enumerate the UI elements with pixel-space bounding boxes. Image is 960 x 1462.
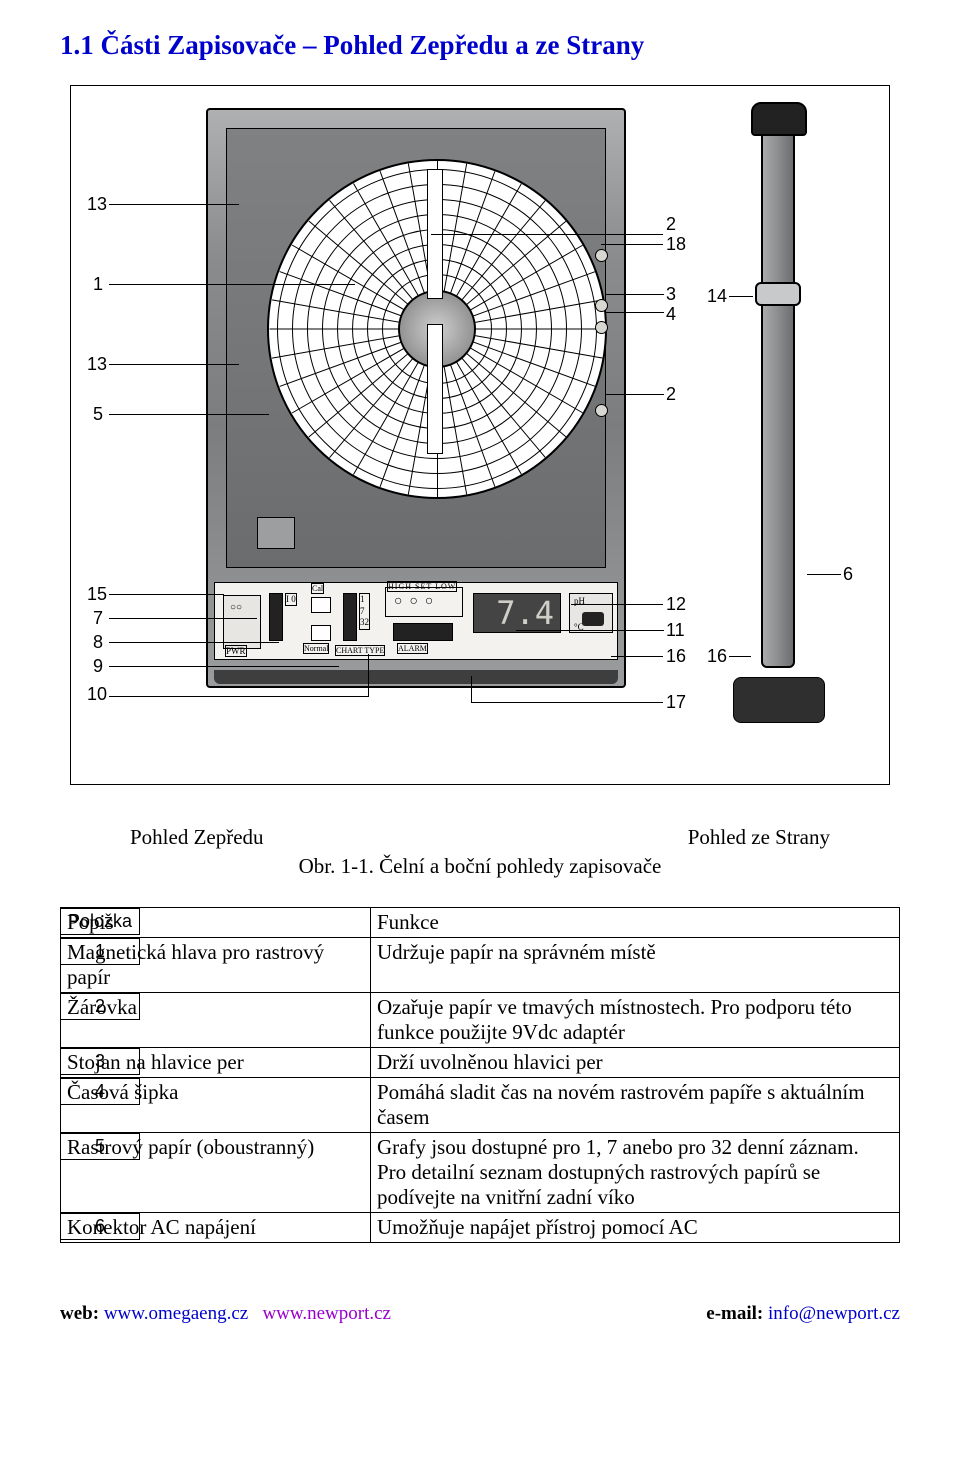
footer-mail: e-mail: info@newport.cz bbox=[706, 1303, 900, 1325]
cell-n: 2 bbox=[60, 993, 140, 1020]
callout-4: 4 bbox=[666, 304, 676, 325]
cell-func: Grafy jsou dostupné pro 1, 7 anebo pro 3… bbox=[371, 1133, 900, 1213]
side-body bbox=[761, 108, 795, 668]
device-side-view bbox=[751, 108, 807, 723]
side-top-cap bbox=[751, 102, 807, 136]
panel-cal-label: Cal bbox=[311, 583, 324, 594]
callout-18: 18 bbox=[666, 234, 686, 255]
table-row: 1 Magnetická hlava pro rastrový papír Ud… bbox=[60, 938, 900, 993]
face-plate bbox=[226, 128, 606, 568]
callout-6: 6 bbox=[843, 564, 853, 585]
callout-16b: 16 bbox=[707, 646, 727, 667]
col-header-func: Funkce bbox=[371, 908, 900, 938]
cell-func: Pomáhá sladit čas na novém rastrovém pap… bbox=[371, 1078, 900, 1133]
callout-12: 12 bbox=[666, 594, 686, 615]
front-square-button bbox=[257, 517, 295, 549]
table-header-row: Položka Popis Funkce bbox=[60, 908, 900, 938]
led-3 bbox=[595, 321, 608, 334]
panel-power-switch bbox=[269, 593, 283, 641]
panel-normal-btn bbox=[311, 625, 331, 641]
callout-13b: 13 bbox=[87, 354, 107, 375]
table-row: 4 Časová šipka Pomáhá sladit čas na nové… bbox=[60, 1078, 900, 1133]
led-2 bbox=[595, 299, 608, 312]
callout-15: 15 bbox=[87, 584, 107, 605]
panel-pwr-label: PWR bbox=[225, 645, 247, 657]
callout-8: 8 bbox=[93, 632, 103, 653]
led-1 bbox=[595, 249, 608, 262]
panel-ct-nums: 1732 bbox=[359, 593, 370, 630]
callout-14: 14 bbox=[707, 286, 727, 307]
callout-3: 3 bbox=[666, 284, 676, 305]
footer-link-omega[interactable]: www.omegaeng.cz bbox=[104, 1303, 248, 1324]
cell-n: 6 bbox=[60, 1213, 140, 1240]
page-footer: web: www.omegaeng.cz www.newport.cz e-ma… bbox=[60, 1303, 900, 1325]
footer-mail-link[interactable]: info@newport.cz bbox=[768, 1303, 900, 1324]
cell-n: 3 bbox=[60, 1048, 140, 1075]
figure-captions: Pohled Zepředu Pohled ze Strany Obr. 1-1… bbox=[60, 825, 900, 879]
table-row: 2 Žárovka Ozařuje papír ve tmavých místn… bbox=[60, 993, 900, 1048]
pen-holder-bottom bbox=[427, 324, 443, 454]
panel-normal-label: Normal bbox=[303, 643, 329, 654]
front-foot bbox=[214, 670, 618, 684]
table-row: 3 Stojan na hlavice per Drží uvolněnou h… bbox=[60, 1048, 900, 1078]
caption-side: Pohled ze Strany bbox=[688, 825, 830, 850]
page-heading: 1.1 Části Zapisovače – Pohled Zepředu a … bbox=[60, 30, 900, 61]
callout-2b: 2 bbox=[666, 384, 676, 405]
callout-7: 7 bbox=[93, 608, 103, 629]
caption-front: Pohled Zepředu bbox=[130, 825, 264, 850]
callout-17: 17 bbox=[666, 692, 686, 713]
footer-link-newport[interactable]: www.newport.cz bbox=[262, 1303, 391, 1324]
cell-func: Umožňuje napájet přístroj pomocí AC bbox=[371, 1213, 900, 1243]
cell-func: Ozařuje papír ve tmavých místnostech. Pr… bbox=[371, 993, 900, 1048]
side-knob bbox=[755, 282, 801, 306]
callout-5: 5 bbox=[93, 404, 103, 425]
panel-io-label: I 0 bbox=[285, 593, 297, 606]
caption-fig-number: Obr. 1-1. Čelní a boční pohledy zapisova… bbox=[60, 854, 900, 879]
led-4 bbox=[595, 404, 608, 417]
col-header-item: Položka bbox=[60, 908, 140, 935]
panel-alarm-label: ALARM bbox=[397, 643, 428, 654]
figure-frame: PWR I 0 Cal Normal 1732 CHART TYPE ○ ○ ○… bbox=[70, 85, 890, 785]
panel-charttype-label: CHART TYPE bbox=[335, 645, 385, 656]
callout-11: 11 bbox=[666, 620, 685, 641]
cell-n: 1 bbox=[60, 938, 140, 965]
panel-ph-box: pH°C bbox=[569, 593, 613, 633]
panel-cal-btn bbox=[311, 597, 331, 613]
callout-13a: 13 bbox=[87, 194, 107, 215]
cell-n: 4 bbox=[60, 1078, 140, 1105]
table-row: 5 Rastrový papír (oboustranný) Grafy jso… bbox=[60, 1133, 900, 1213]
callout-1: 1 bbox=[93, 274, 103, 295]
table-row: 6 Konektor AC napájení Umožňuje napájet … bbox=[60, 1213, 900, 1243]
device-front-view: PWR I 0 Cal Normal 1732 CHART TYPE ○ ○ ○… bbox=[206, 108, 626, 688]
side-foot bbox=[733, 677, 825, 723]
callout-2a: 2 bbox=[666, 214, 676, 235]
panel-ports bbox=[223, 595, 261, 649]
lcd-value: 7.4 bbox=[496, 594, 554, 632]
footer-web: web: www.omegaeng.cz www.newport.cz bbox=[60, 1303, 391, 1325]
panel-hsl-label: HIGH SET LOW bbox=[387, 581, 457, 592]
parts-table: Položka Popis Funkce 1 Magnetická hlava … bbox=[60, 907, 900, 1243]
callout-9: 9 bbox=[93, 656, 103, 677]
callout-10: 10 bbox=[87, 684, 107, 705]
callout-16a: 16 bbox=[666, 646, 686, 667]
cell-func: Drží uvolněnou hlavici per bbox=[371, 1048, 900, 1078]
panel-alarm-switch bbox=[393, 623, 453, 641]
control-panel: PWR I 0 Cal Normal 1732 CHART TYPE ○ ○ ○… bbox=[214, 582, 618, 660]
cell-n: 5 bbox=[60, 1133, 140, 1160]
footer-mail-label: e-mail: bbox=[706, 1303, 768, 1324]
panel-charttype-switch bbox=[343, 593, 357, 641]
panel-lcd: 7.4 bbox=[473, 593, 561, 633]
footer-web-label: web: bbox=[60, 1303, 104, 1324]
cell-func: Udržuje papír na správném místě bbox=[371, 938, 900, 993]
